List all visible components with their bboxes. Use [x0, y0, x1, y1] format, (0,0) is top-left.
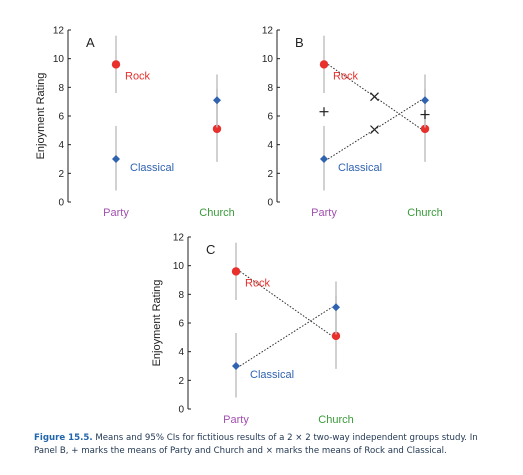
chart-svg: 0 2 4 6 8 10 12 Enjoyment Rating Party Church A Roc… — [35, 26, 443, 427]
y-axis-title: Enjoyment Rating — [151, 280, 163, 367]
y-tick-label: 12 — [173, 233, 185, 244]
plus-mark — [319, 107, 329, 117]
figure-caption: Figure 15.5. Means and 95% CIs for ficti… — [34, 432, 494, 458]
series-connector-rock — [239, 270, 333, 337]
y-tick-label: 2 — [267, 169, 273, 180]
data-point-classical — [320, 155, 328, 163]
x-category-label-church: Church — [318, 414, 353, 426]
y-tick-label: 6 — [58, 112, 64, 123]
panel-c: 0 2 4 6 8 10 12 Enjoyment Rating Party Church C Roc… — [151, 233, 354, 427]
plus-mark — [420, 110, 430, 120]
y-tick-label: 12 — [262, 26, 274, 37]
y-tick-label: 2 — [58, 169, 64, 180]
series-label-rock: Rock — [333, 70, 359, 82]
y-tick-label: 4 — [58, 140, 64, 151]
cross-mark-b — [370, 125, 379, 135]
data-point-rock — [212, 124, 222, 134]
series-connector-classical — [239, 306, 333, 367]
series-label-rock: Rock — [245, 277, 271, 289]
y-tick-label: 10 — [262, 54, 274, 65]
data-point-rock — [111, 60, 121, 69]
data-point-classical — [213, 96, 221, 105]
data-point-rock — [331, 331, 341, 341]
data-point-rock — [319, 60, 329, 69]
panel-letter: A — [86, 35, 95, 50]
y-tick-label: 0 — [267, 198, 273, 209]
data-point-classical — [232, 362, 240, 370]
caption-text: Means and 95% CIs for fictitious results… — [34, 433, 478, 456]
panel-letter: B — [295, 35, 304, 50]
x-category-label-party: Party — [311, 207, 337, 219]
series-label-classical: Classical — [250, 369, 294, 381]
series-connector-rock — [327, 63, 422, 130]
series-label-rock: Rock — [125, 70, 151, 82]
data-point-classical — [112, 155, 120, 163]
y-tick-label: 10 — [53, 54, 65, 65]
y-tick-label: 2 — [178, 376, 184, 387]
panel-b: 0 2 4 6 8 10 12 Party Church B Rock Classical — [262, 26, 443, 220]
y-tick-label: 0 — [178, 405, 184, 416]
panel-letter: C — [206, 242, 215, 257]
x-category-label-church: Church — [199, 207, 234, 219]
series-label-classical: Classical — [338, 162, 382, 174]
cross-mark — [370, 125, 379, 135]
y-tick-label: 8 — [267, 83, 273, 94]
x-category-label-party: Party — [103, 207, 129, 219]
y-tick-label: 6 — [178, 319, 184, 330]
x-category-label-church: Church — [407, 207, 442, 219]
series-label-classical: Classical — [130, 162, 174, 174]
cross-mark-b — [370, 92, 379, 102]
y-tick-label: 4 — [267, 140, 273, 151]
data-point-rock — [231, 267, 241, 276]
y-tick-label: 6 — [267, 112, 273, 123]
caption-lead: Figure 15.5. — [34, 433, 93, 443]
data-point-classical — [421, 96, 429, 105]
y-tick-label: 12 — [53, 26, 65, 37]
y-axis-title: Enjoyment Rating — [35, 73, 47, 160]
data-point-classical — [332, 303, 340, 312]
cross-mark — [370, 92, 379, 102]
y-tick-label: 10 — [173, 261, 185, 272]
panel-a: 0 2 4 6 8 10 12 Enjoyment Rating Party Church A Roc… — [35, 26, 235, 220]
data-point-rock — [420, 124, 430, 134]
y-tick-label: 4 — [178, 347, 184, 358]
y-tick-label: 8 — [178, 290, 184, 301]
y-tick-label: 0 — [58, 198, 64, 209]
y-tick-label: 8 — [58, 83, 64, 94]
x-category-label-party: Party — [223, 414, 249, 426]
